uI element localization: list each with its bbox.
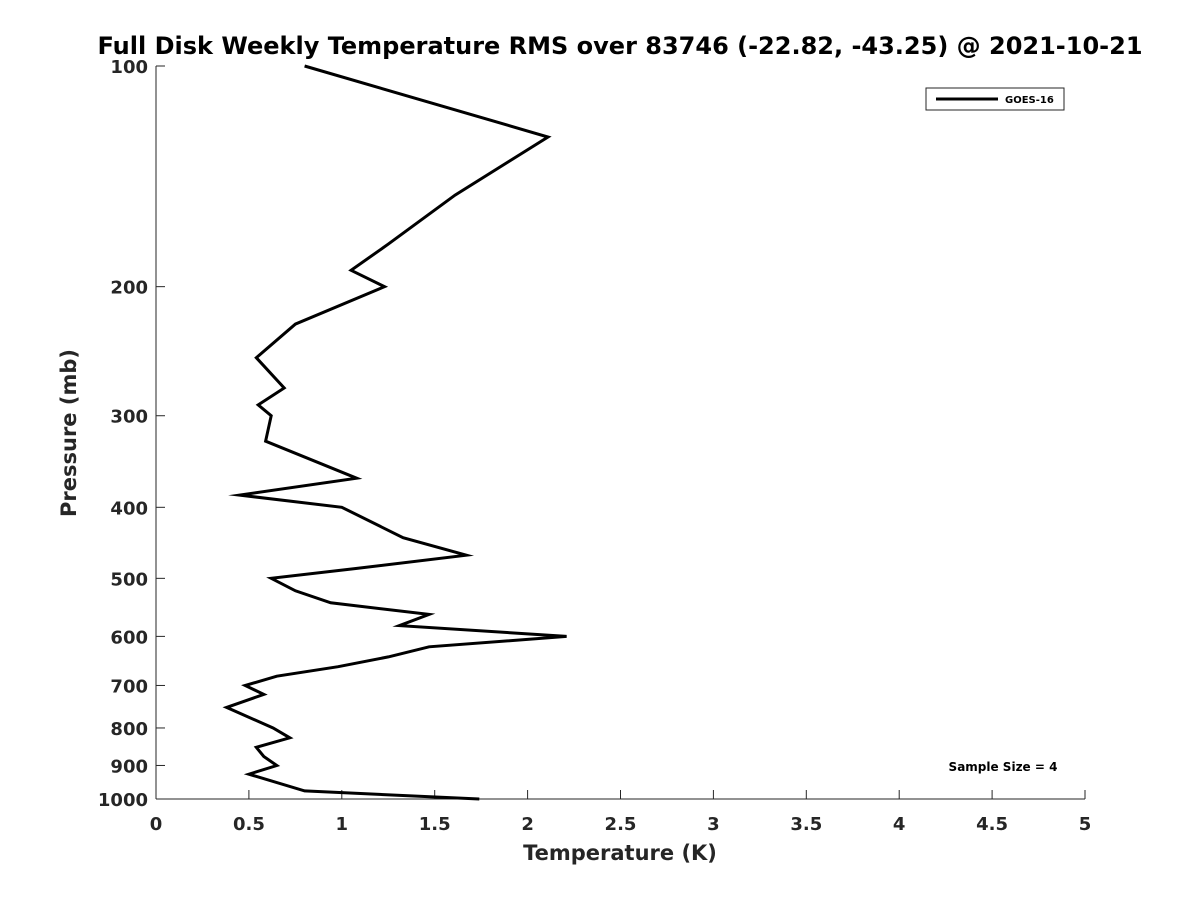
- y-tick-label: 1000: [98, 790, 148, 811]
- x-tick-label: 3: [707, 814, 720, 835]
- x-tick-label: 3.5: [790, 814, 822, 835]
- x-tick-label: 1: [336, 814, 349, 835]
- axes: [155, 66, 1085, 800]
- x-tick-label: 4.5: [976, 814, 1008, 835]
- y-tick-label: 800: [110, 719, 148, 740]
- x-axis-ticks: 0 0.5 1 1.5 2 2.5 3 3.5 4 4.5 5: [150, 790, 1092, 835]
- y-tick-label: 700: [110, 676, 148, 697]
- x-axis-label: Temperature (K): [523, 841, 717, 865]
- x-tick-label: 2: [521, 814, 534, 835]
- legend: GOES-16: [925, 87, 1065, 111]
- y-tick-label: 300: [110, 407, 148, 428]
- x-tick-label: 2.5: [605, 814, 637, 835]
- y-tick-label: 200: [110, 278, 148, 299]
- x-tick-label: 0: [150, 814, 163, 835]
- y-tick-label: 100: [110, 57, 148, 78]
- x-tick-label: 0.5: [233, 814, 265, 835]
- y-tick-label: 500: [110, 569, 148, 590]
- x-tick-label: 4: [893, 814, 906, 835]
- x-tick-label: 5: [1079, 814, 1092, 835]
- y-axis-label: Pressure (mb): [57, 349, 81, 517]
- series-lines: [222, 64, 567, 801]
- x-tick-label: 1.5: [419, 814, 451, 835]
- sample-size-annotation: Sample Size = 4: [949, 760, 1058, 774]
- legend-entry-label: GOES-16: [1005, 95, 1054, 106]
- y-tick-label: 900: [110, 756, 148, 777]
- series-line-goes-16: [222, 64, 567, 801]
- chart-title: Full Disk Weekly Temperature RMS over 83…: [97, 32, 1142, 60]
- y-axis-ticks: 100 200 300 400 500 600 700 800 900 1000: [98, 57, 165, 811]
- y-tick-label: 600: [110, 627, 148, 648]
- y-tick-label: 400: [110, 498, 148, 519]
